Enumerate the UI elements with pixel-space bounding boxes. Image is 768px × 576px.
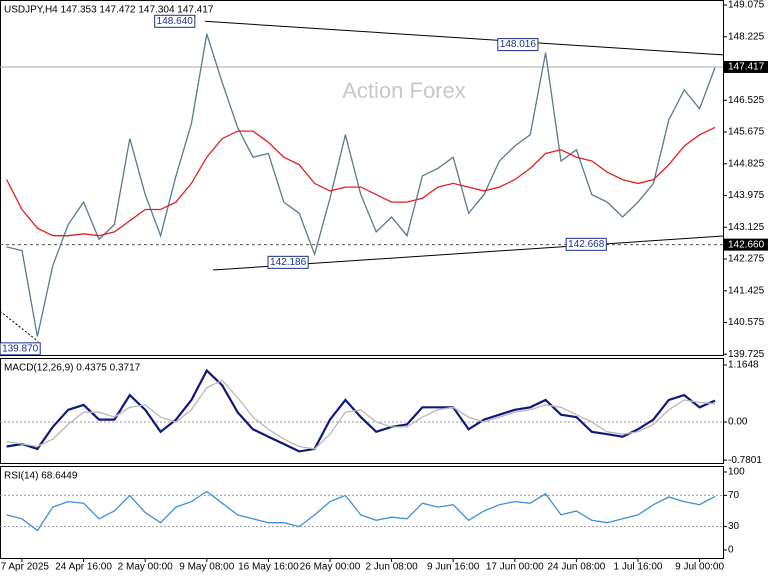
- annotation: 148.016: [500, 39, 537, 50]
- panel: [0, 0, 724, 356]
- y-tick-label: 143.125: [728, 222, 765, 233]
- annotation-box: [497, 38, 539, 52]
- x-tick-label: 17 Apr 2025: [0, 562, 49, 573]
- series-line: [6, 33, 716, 337]
- x-tick-label: 16 May 16:00: [238, 562, 299, 573]
- x-tick-label: 9 Jun 16:00: [427, 562, 480, 573]
- series-line: [6, 490, 716, 532]
- x-tick-label: 26 May 00:00: [300, 562, 361, 573]
- panel-title: MACD(12,26,9) 0.4375 0.3717: [4, 363, 141, 374]
- panel-content: Action Forex 148.640 148.016 142.186 142.668…: [0, 14, 723, 355]
- annotation: 139.870: [2, 343, 39, 354]
- annotation: 148.640: [157, 16, 194, 27]
- x-tick-label: 24 Jun 08:00: [547, 562, 605, 573]
- x-tick-label: 9 May 08:00: [179, 562, 234, 573]
- y-tick-label: 70: [728, 490, 740, 501]
- y-tick-label: 100: [728, 467, 745, 478]
- panel-title: RSI(14) 68.6449: [4, 471, 78, 482]
- price-label-box: [724, 60, 768, 73]
- annotation-box: [565, 237, 607, 251]
- series-line: [6, 126, 716, 237]
- y-tick-label: 0.00: [728, 417, 748, 428]
- panel-content: [0, 490, 723, 532]
- y-tick-label: 139.725: [728, 349, 765, 360]
- watermark: Action Forex: [342, 78, 466, 103]
- y-tick-label: 149.075: [728, 0, 765, 11]
- x-tick-label: 24 Apr 16:00: [55, 562, 112, 573]
- y-tick-label: 142.275: [728, 254, 765, 265]
- x-tick-label: 1 Jul 16:00: [614, 562, 663, 573]
- price-label: 147.417: [728, 62, 765, 73]
- panel: [0, 466, 724, 559]
- y-tick-label: 148.225: [728, 31, 765, 42]
- y-tick-label: 30: [728, 521, 740, 532]
- trend-line: [0, 310, 39, 342]
- series-line: [6, 368, 716, 453]
- trend-line: [204, 20, 723, 56]
- y-tick-label: 146.525: [728, 95, 765, 106]
- y-tick-label: -0.7801: [728, 455, 762, 466]
- price-label-box: [724, 238, 768, 251]
- y-tick-label: 1.1648: [728, 360, 759, 371]
- x-tick-label: 2 May 00:00: [118, 562, 173, 573]
- annotation: 142.668: [568, 239, 605, 250]
- price-label: 142.660: [728, 239, 765, 250]
- y-tick-label: 140.575: [728, 317, 765, 328]
- y-tick-label: 145.675: [728, 127, 765, 138]
- annotation: 142.186: [270, 257, 307, 268]
- y-tick-label: 144.825: [728, 158, 765, 169]
- series-line: [6, 379, 716, 450]
- annotation-box: [0, 342, 41, 355]
- annotation-box: [267, 255, 309, 269]
- y-tick-label: 143.975: [728, 190, 765, 201]
- x-tick-label: 9 Jul 00:00: [675, 562, 724, 573]
- y-tick-label: 0: [728, 545, 734, 556]
- x-tick-label: 17 Jun 00:00: [486, 562, 544, 573]
- annotation-box: [154, 14, 196, 28]
- x-tick-label: 2 Jun 08:00: [365, 562, 418, 573]
- panel-title: USDJPY,H4 147.353 147.472 147.304 147.41…: [4, 5, 214, 16]
- panel-content: [0, 368, 723, 453]
- y-tick-label: 141.425: [728, 285, 765, 296]
